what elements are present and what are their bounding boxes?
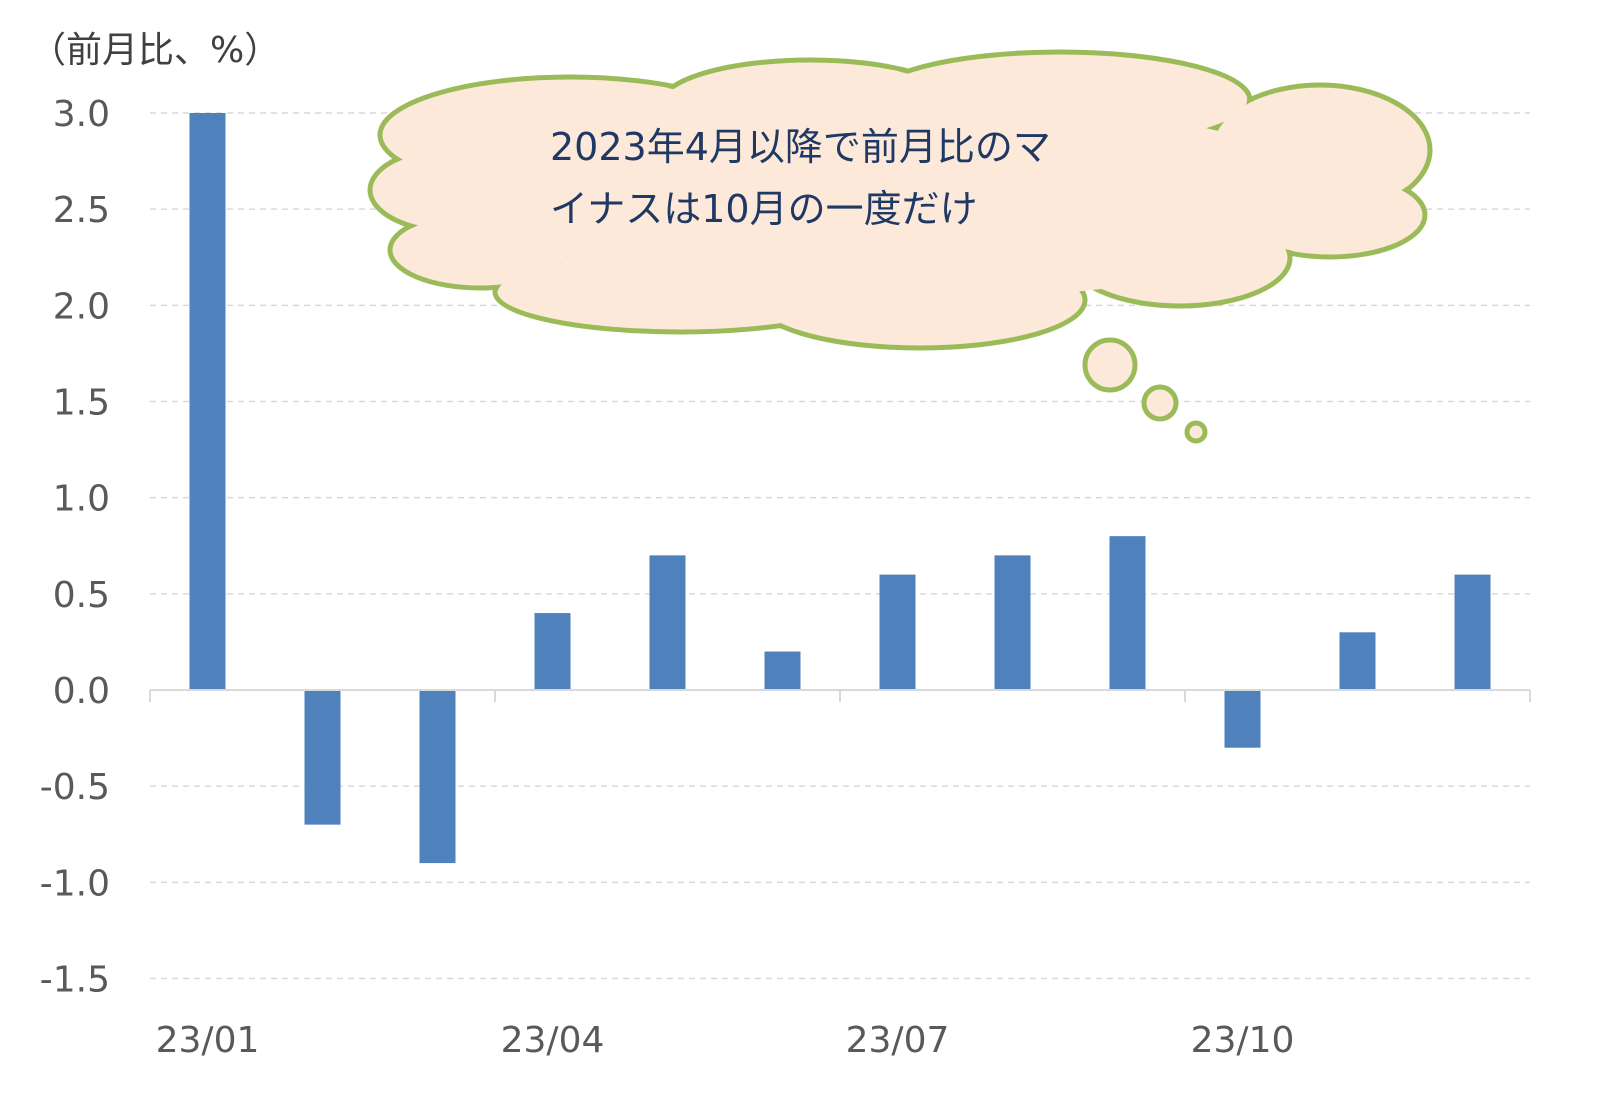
- x-tick-labels: 23/01 23/04 23/07 23/10: [156, 1020, 1295, 1061]
- y-tick-label: 0.0: [53, 671, 110, 712]
- x-tick-label: 23/04: [501, 1020, 605, 1061]
- y-tick-label: -1.5: [40, 960, 110, 1001]
- y-tick-label: 2.0: [53, 286, 110, 327]
- bar-23/12: [1454, 574, 1491, 690]
- annotation-line-1: 2023年4月以降で前月比のマ: [550, 125, 1051, 169]
- annotation-line-2: イナスは10月の一度だけ: [550, 187, 978, 231]
- thought-bubble: [1184, 420, 1208, 444]
- y-tick-label: 0.5: [53, 575, 110, 616]
- y-tick-label: 1.0: [53, 479, 110, 520]
- y-tick-label: -1.0: [40, 863, 110, 904]
- thought-bubble: [1082, 337, 1138, 393]
- thought-bubble: [1141, 384, 1179, 422]
- bar-23/11: [1339, 632, 1376, 690]
- thought-cloud-annotation: [367, 49, 1433, 444]
- x-tick-label: 23/10: [1191, 1020, 1295, 1061]
- bar-23/03: [419, 690, 456, 864]
- y-tick-label: -0.5: [40, 767, 110, 808]
- bar-23/08: [994, 555, 1031, 690]
- bar-23/10: [1224, 690, 1261, 748]
- y-tick-labels: 3.0 2.5 2.0 1.5 1.0 0.5 0.0 -0.5 -1.0 -1.5: [40, 94, 110, 1001]
- y-tick-label: 2.5: [53, 190, 110, 231]
- x-axis: [149, 689, 1531, 702]
- bar-23/05: [649, 555, 686, 690]
- y-tick-label: 3.0: [53, 94, 110, 135]
- x-tick-label: 23/01: [156, 1020, 260, 1061]
- cloud-body: [460, 100, 1340, 300]
- y-tick-label: 1.5: [53, 383, 110, 424]
- y-axis-label: （前月比、%）: [30, 30, 280, 71]
- bar-23/06: [764, 651, 801, 690]
- bar-23/02: [304, 690, 341, 825]
- bar-23/01: [189, 113, 226, 690]
- bars: [189, 113, 1491, 864]
- x-tick-label: 23/07: [846, 1020, 950, 1061]
- bar-23/04: [534, 613, 571, 690]
- bar-23/07: [879, 574, 916, 690]
- bar-23/09: [1109, 536, 1146, 690]
